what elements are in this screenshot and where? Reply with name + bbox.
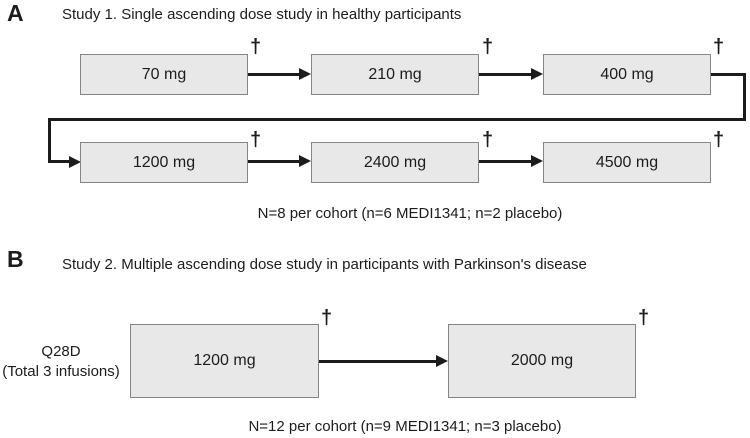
panel-b-title: Study 2. Multiple ascending dose study i…: [62, 256, 587, 273]
arrow-line: [319, 360, 437, 363]
panel-a-label: A: [7, 0, 24, 26]
dagger-icon: †: [713, 36, 725, 58]
dagger-icon: †: [638, 307, 650, 329]
dose-box-4500mg: 4500 mg: [543, 142, 711, 183]
dose-box-b-1200mg: 1200 mg: [130, 324, 319, 398]
connector-line: [743, 73, 746, 121]
schedule-label: Q28D (Total 3 infusions): [0, 342, 122, 382]
dagger-icon: †: [482, 36, 494, 58]
arrowhead-icon: [531, 155, 543, 167]
schedule-frequency: Q28D: [41, 343, 81, 360]
arrowhead-icon: [531, 68, 543, 80]
arrowhead-icon: [69, 156, 81, 168]
connector-line: [711, 73, 746, 76]
schedule-infusions: (Total 3 infusions): [2, 363, 120, 380]
dose-box-b-2000mg: 2000 mg: [448, 324, 636, 398]
panel-a-title: Study 1. Single ascending dose study in …: [62, 6, 462, 23]
dagger-icon: †: [250, 36, 262, 58]
connector-line: [48, 160, 70, 163]
dagger-icon: †: [713, 129, 725, 151]
panel-b-caption: N=12 per cohort (n=9 MEDI1341; n=3 place…: [248, 418, 562, 435]
panel-b-label: B: [7, 246, 24, 272]
dose-box-1200mg: 1200 mg: [80, 142, 248, 183]
connector-line: [48, 118, 51, 163]
panel-a-caption: N=8 per cohort (n=6 MEDI1341; n=2 placeb…: [257, 205, 563, 222]
arrow-line: [248, 160, 300, 163]
arrowhead-icon: [299, 155, 311, 167]
connector-line: [48, 118, 746, 121]
dose-box-70mg: 70 mg: [80, 54, 248, 95]
dose-box-2400mg: 2400 mg: [311, 142, 479, 183]
dagger-icon: †: [250, 129, 262, 151]
arrowhead-icon: [299, 68, 311, 80]
arrow-line: [479, 160, 531, 163]
dagger-icon: †: [321, 307, 333, 329]
dagger-icon: †: [482, 129, 494, 151]
dose-box-400mg: 400 mg: [543, 54, 711, 95]
arrow-line: [479, 73, 531, 76]
arrowhead-icon: [436, 355, 448, 367]
dose-box-210mg: 210 mg: [311, 54, 479, 95]
arrow-line: [248, 73, 300, 76]
